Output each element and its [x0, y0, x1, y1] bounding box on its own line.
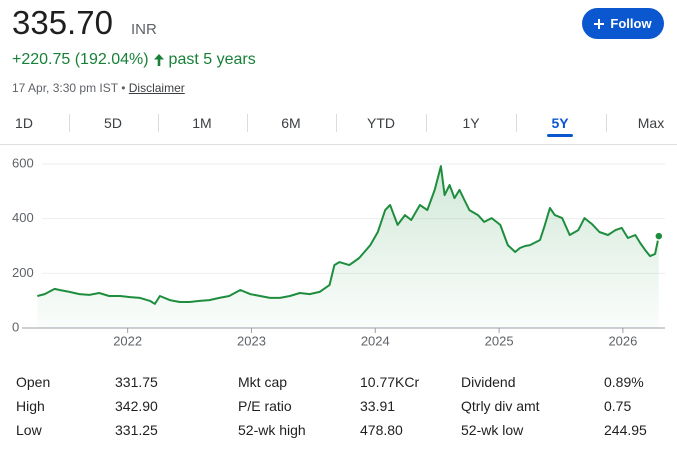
plus-icon [594, 18, 605, 29]
y-tick-label: 400 [12, 210, 34, 225]
stat-value: 10.77KCr [360, 374, 420, 390]
timestamp: 17 Apr, 3:30 pm IST [12, 81, 118, 95]
tab-separator [515, 114, 517, 132]
chart: 0 200 400 600 2022 2023 2024 2025 2026 [12, 155, 665, 348]
stat-value: 33.91 [360, 398, 396, 414]
stat-label: 52-wk high [238, 422, 306, 438]
timestamp-row: 17 Apr, 3:30 pm IST • Disclaimer [12, 81, 185, 95]
stat-label: Open [16, 374, 51, 390]
x-tick-label: 2022 [113, 333, 142, 348]
range-tab[interactable]: 1D [15, 115, 33, 131]
period: past 5 years [168, 51, 256, 68]
tab-separator [157, 114, 159, 132]
change: +220.75 (192.04%) [12, 51, 149, 68]
last-point [654, 231, 664, 241]
tab-separator [336, 114, 337, 132]
range-tab[interactable]: 5Y [551, 115, 569, 131]
currency: INR [131, 21, 157, 38]
range-tab[interactable]: 6M [281, 115, 301, 131]
stat-value: 342.90 [115, 398, 158, 414]
stat-value: 244.95 [604, 422, 647, 438]
stat-value: 0.75 [604, 398, 632, 414]
stat-label: Qtrly div amt [461, 398, 540, 414]
stat-label: Dividend [461, 374, 516, 390]
follow-button[interactable]: Follow [582, 8, 664, 39]
tab-separator [426, 114, 427, 132]
active-underline [547, 134, 573, 137]
up-arrow [153, 54, 164, 66]
stat-value: 0.89% [604, 374, 644, 390]
stat-value: 331.25 [115, 422, 158, 438]
tab-separator [605, 114, 607, 132]
range-tab[interactable]: Max [637, 115, 665, 131]
stat-label: Low [16, 422, 42, 438]
separator: • [121, 81, 126, 95]
range-tab[interactable]: 1M [192, 115, 212, 131]
y-tick-label: 600 [12, 155, 34, 170]
x-tick-label: 2026 [608, 333, 637, 348]
change-row: +220.75 (192.04%) past 5 years [12, 51, 256, 69]
follow-label: Follow [610, 16, 652, 31]
range-tab[interactable]: 5D [104, 115, 122, 131]
tab-separator [246, 114, 248, 132]
stat-label: 52-wk low [461, 422, 524, 438]
disclaimer-link[interactable]: Disclaimer [128, 81, 185, 95]
y-tick-label: 0 [12, 319, 19, 334]
stat-value: 331.75 [115, 374, 158, 390]
price-line [37, 165, 660, 305]
price: 335.70 [12, 4, 113, 41]
x-tick-label: 2024 [361, 333, 390, 348]
y-tick-label: 200 [12, 265, 34, 280]
range-tab[interactable]: 1Y [462, 115, 480, 131]
x-tick-label: 2023 [237, 333, 266, 348]
tab-separator [68, 114, 70, 132]
stat-value: 478.80 [360, 422, 403, 438]
stat-label: High [16, 398, 45, 414]
area-fill [37, 166, 659, 328]
stats-table: Open 331.75 High 342.90 Low 331.25 Mkt cap 10.7… [0, 370, 677, 450]
range-tab[interactable]: YTD [367, 115, 395, 131]
stat-label: P/E ratio [238, 398, 292, 414]
stat-label: Mkt cap [238, 374, 288, 390]
range-tabs: 1D 5D 1M 6M YTD 1Y 5Y Max [0, 108, 677, 145]
x-tick-label: 2025 [485, 333, 514, 348]
